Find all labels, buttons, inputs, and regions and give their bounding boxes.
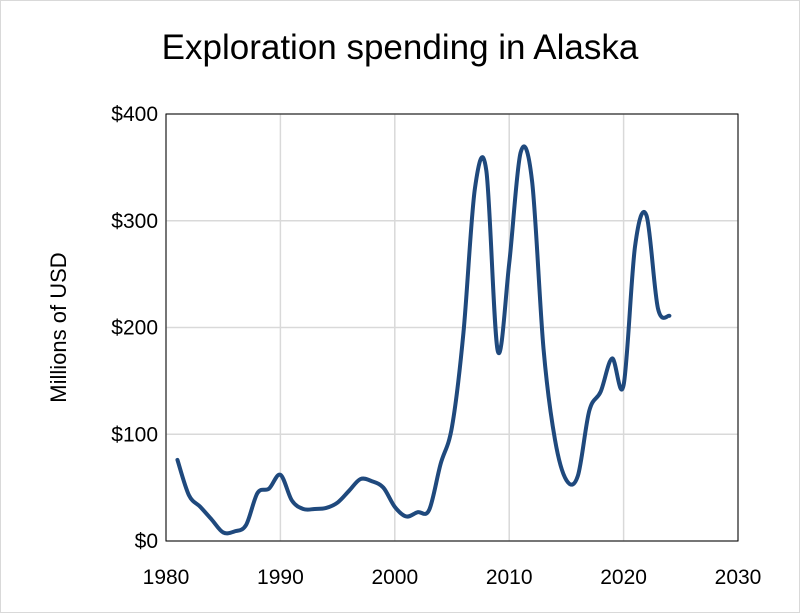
y-tick-label: $400	[111, 103, 158, 126]
chart-title: Exploration spending in Alaska	[161, 28, 639, 67]
x-tick-label: 1980	[143, 566, 190, 589]
y-tick-label: $0	[135, 530, 158, 553]
x-tick-label: 2000	[371, 566, 418, 589]
y-tick-label: $200	[111, 317, 158, 340]
gridlines	[165, 113, 739, 542]
x-axis-ticks: 1980 1990 2000 2010 2020 2030	[143, 566, 762, 589]
x-tick-label: 2030	[715, 566, 762, 589]
y-tick-label: $300	[111, 210, 158, 233]
y-tick-label: $100	[111, 423, 158, 446]
x-tick-label: 2020	[600, 566, 647, 589]
plot-area-border	[165, 113, 739, 542]
x-tick-label: 2010	[486, 566, 533, 589]
x-tick-label: 1990	[257, 566, 304, 589]
y-axis-label: Millions of USD	[46, 252, 71, 402]
y-axis-ticks: $0 $100 $200 $300 $400	[111, 103, 158, 553]
series-line	[175, 144, 672, 536]
